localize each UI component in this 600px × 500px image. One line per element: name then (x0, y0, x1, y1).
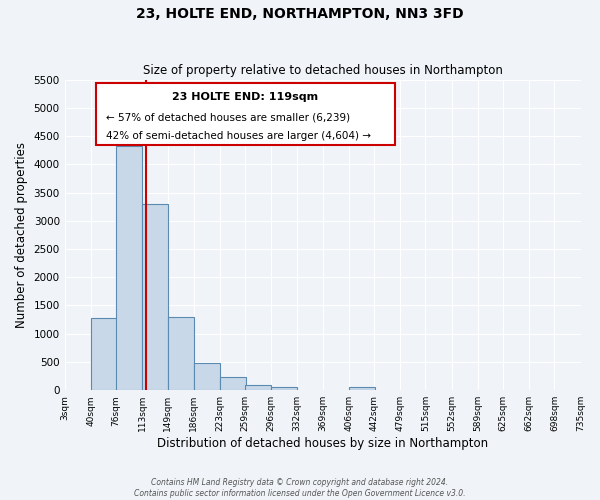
Text: 23, HOLTE END, NORTHAMPTON, NN3 3FD: 23, HOLTE END, NORTHAMPTON, NN3 3FD (136, 8, 464, 22)
Bar (349, 388, 375, 390)
Bar (194, 363, 220, 390)
Y-axis label: Number of detached properties: Number of detached properties (15, 142, 28, 328)
FancyBboxPatch shape (95, 82, 395, 145)
Bar (142, 204, 168, 390)
Text: 42% of semi-detached houses are larger (4,604) →: 42% of semi-detached houses are larger (… (106, 131, 371, 141)
X-axis label: Distribution of detached houses by size in Northampton: Distribution of detached houses by size … (157, 437, 488, 450)
Title: Size of property relative to detached houses in Northampton: Size of property relative to detached ho… (143, 64, 503, 77)
Bar (220, 377, 246, 390)
Bar (167, 318, 194, 390)
Bar (271, 387, 297, 390)
Bar (116, 146, 142, 390)
Bar (91, 318, 117, 390)
Text: 23 HOLTE END: 119sqm: 23 HOLTE END: 119sqm (172, 92, 318, 102)
Bar (245, 384, 271, 390)
Text: Contains HM Land Registry data © Crown copyright and database right 2024.
Contai: Contains HM Land Registry data © Crown c… (134, 478, 466, 498)
Text: ← 57% of detached houses are smaller (6,239): ← 57% of detached houses are smaller (6,… (106, 112, 350, 122)
